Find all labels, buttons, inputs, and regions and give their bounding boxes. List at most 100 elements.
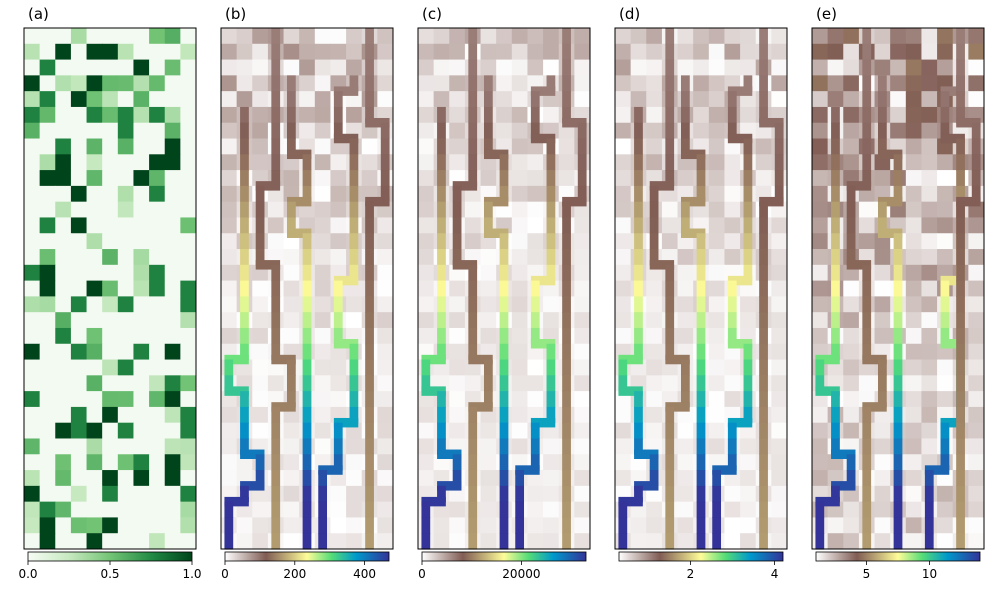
heatmap-cell xyxy=(527,154,544,171)
heatmap-cell xyxy=(615,327,632,345)
heatmap-cell xyxy=(511,422,528,439)
channel-segment xyxy=(333,422,343,440)
heatmap-cell xyxy=(164,43,181,61)
heatmap-cell xyxy=(314,406,331,424)
channel-segment xyxy=(940,454,950,471)
heatmap-cell xyxy=(574,533,591,550)
channel-segment xyxy=(759,249,768,266)
heatmap-cell xyxy=(117,327,134,345)
channel-segment xyxy=(940,438,950,455)
channel-segment xyxy=(437,122,446,140)
channel-segment xyxy=(759,470,768,487)
heatmap-cell xyxy=(968,391,985,408)
channel-segment xyxy=(893,264,903,282)
channel-segment xyxy=(862,28,872,45)
channel-segment xyxy=(956,170,965,187)
heatmap-cell xyxy=(55,170,72,187)
channel-segment xyxy=(743,154,753,171)
heatmap-cell xyxy=(874,501,891,518)
heatmap-cell xyxy=(480,454,497,471)
channel-segment xyxy=(286,196,312,207)
heatmap-cell xyxy=(24,201,41,218)
heatmap-cell xyxy=(236,28,253,45)
heatmap-cell xyxy=(55,296,72,313)
heatmap-cell xyxy=(70,264,88,282)
heatmap-cell xyxy=(740,106,757,124)
heatmap-cell xyxy=(574,343,591,361)
channel-segment xyxy=(893,327,903,345)
channel-segment xyxy=(759,501,768,519)
channel-segment xyxy=(562,375,571,392)
channel-segment xyxy=(815,354,840,365)
heatmap-cell xyxy=(24,312,41,329)
channel-segment xyxy=(333,438,343,455)
channel-segment xyxy=(302,280,312,297)
channel-segment xyxy=(815,375,825,392)
channel-segment xyxy=(846,470,856,487)
heatmap-cell xyxy=(874,28,891,45)
heatmap-cell xyxy=(236,517,253,534)
heatmap-cell xyxy=(812,91,829,108)
channel-segment xyxy=(365,359,374,376)
heatmap-cell xyxy=(937,170,954,187)
heatmap-cell xyxy=(968,327,985,345)
heatmap-cell xyxy=(180,217,197,234)
channel-segment xyxy=(271,438,281,455)
channel-segment xyxy=(255,217,265,234)
channel-segment xyxy=(956,217,965,234)
channel-segment xyxy=(483,91,493,108)
heatmap-cell xyxy=(346,454,363,471)
heatmap-cell xyxy=(677,28,694,45)
heatmap-cell xyxy=(164,391,181,408)
heatmap-cell xyxy=(921,154,938,171)
colorbar-tick-label: 200 xyxy=(283,567,306,581)
heatmap-cell xyxy=(527,391,544,408)
channel-segment xyxy=(846,181,872,191)
heatmap-cell xyxy=(283,517,300,534)
heatmap-cell xyxy=(827,517,844,534)
channel-segment xyxy=(333,280,343,297)
heatmap-cell xyxy=(968,217,985,234)
heatmap-cell xyxy=(771,470,788,487)
heatmap-cell xyxy=(511,343,528,361)
heatmap-cell xyxy=(70,170,88,187)
heatmap-cell xyxy=(812,312,829,329)
heatmap-cell xyxy=(86,312,103,329)
channel-segment xyxy=(349,201,359,219)
heatmap-cell xyxy=(558,154,575,171)
heatmap-cell xyxy=(418,470,435,487)
heatmap-cell xyxy=(221,249,238,266)
heatmap-cell xyxy=(102,217,119,234)
heatmap-cell xyxy=(39,185,56,203)
channel-segment xyxy=(924,470,934,487)
channel-segment xyxy=(971,185,981,203)
heatmap-cell xyxy=(133,312,150,329)
heatmap-cell xyxy=(180,170,197,187)
channel-segment xyxy=(862,138,872,155)
heatmap-cell xyxy=(646,406,663,424)
heatmap-cell xyxy=(449,375,466,392)
heatmap-cell xyxy=(180,201,197,218)
heatmap-cell xyxy=(812,122,829,140)
channel-segment xyxy=(515,485,525,503)
channel-segment xyxy=(924,533,934,550)
channel-segment xyxy=(649,454,659,471)
channel-segment xyxy=(255,201,265,219)
heatmap-cell xyxy=(708,249,725,266)
channel-segment xyxy=(893,312,903,329)
heatmap-cell xyxy=(164,406,181,424)
channel-segment xyxy=(831,449,856,460)
channel-segment xyxy=(437,249,446,266)
heatmap-cell xyxy=(843,406,860,424)
heatmap-cell xyxy=(543,485,560,503)
heatmap-cell xyxy=(558,170,575,187)
heatmap-cell xyxy=(630,28,647,45)
heatmap-cell xyxy=(70,359,88,376)
channel-segment xyxy=(680,228,706,238)
heatmap-cell xyxy=(86,154,103,171)
colorbar-tick-label: 0.5 xyxy=(100,567,119,581)
channel-segment xyxy=(349,375,359,392)
channel-segment xyxy=(499,470,509,487)
heatmap-cell xyxy=(630,59,647,76)
channel-segment xyxy=(956,296,965,313)
